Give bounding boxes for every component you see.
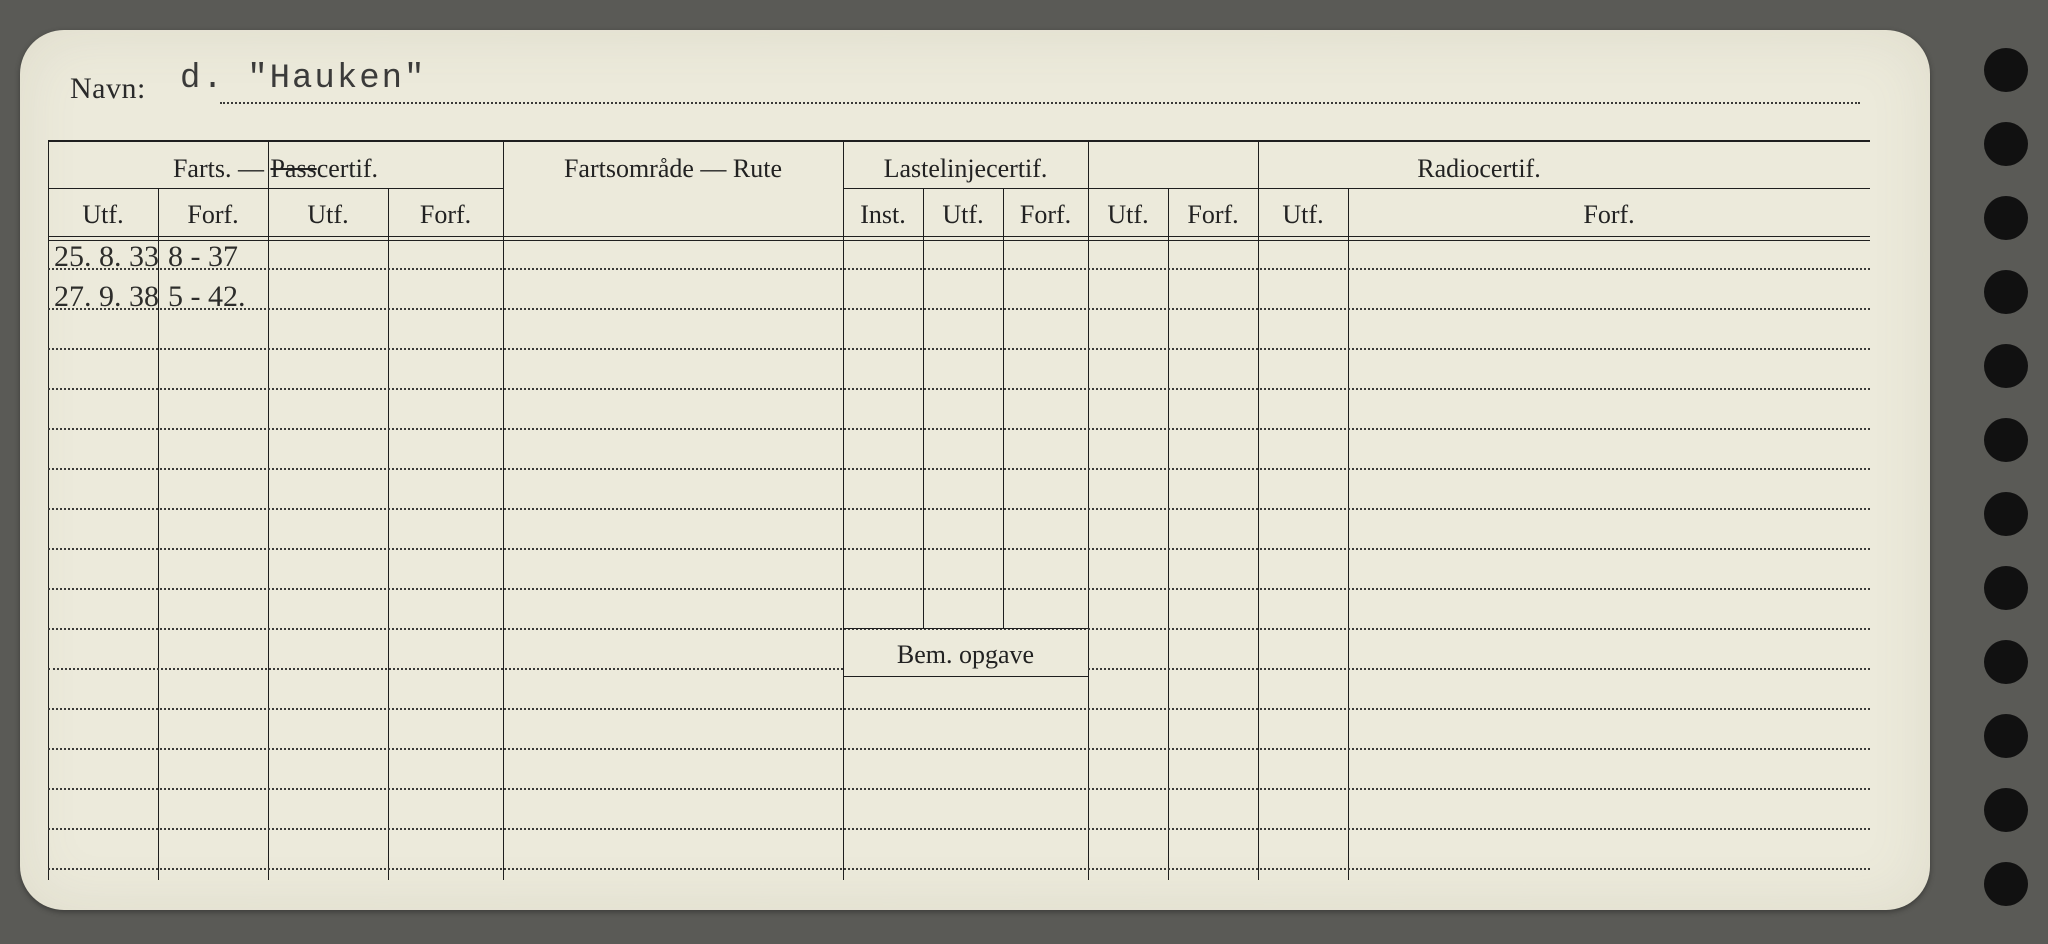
sub-radio-1: Forf. [1168,200,1258,230]
sub-laste-1: Utf. [923,200,1003,230]
vline [1088,140,1089,880]
dotted-row [48,588,1870,590]
vline [268,140,269,880]
dotted-row [48,468,1870,470]
header-farts: Farts. — Passcertif. [48,154,503,184]
dotted-row [48,748,1870,750]
sub-farts-0: Utf. [48,200,158,230]
dotted-row [48,788,1870,790]
vline [1258,140,1259,880]
laste-split-line2 [843,676,1088,677]
header-farts-struck: Pass [270,154,316,183]
vline [503,140,504,880]
entry-0-forf: 8 - 37 [168,240,238,274]
header-laste: Lastelinjecertif. [843,154,1088,184]
sub-laste-2: Forf. [1003,200,1088,230]
vline [48,140,49,880]
vline [843,140,844,880]
dotted-row [48,828,1870,830]
header-farts-dash: — [231,154,270,183]
laste-split-line [843,628,1088,629]
header-farts-left: Farts. [173,154,232,183]
header-fartsomrade: Fartsområde — Rute [503,154,843,184]
punch-hole [1984,418,2028,462]
entry-1-utf: 27. 9. 38 [54,280,159,314]
sub-farts-3: Forf. [388,200,503,230]
header-radio: Radiocertif. [1088,154,1870,184]
dotted-row [48,388,1870,390]
sub-radio-3: Forf. [1348,200,1870,230]
punch-hole [1984,196,2028,240]
vline [1348,188,1349,880]
hline [1088,188,1870,189]
dotted-row [48,668,843,670]
punch-hole [1984,492,2028,536]
dotted-row [48,268,1870,270]
bem-opgave-label: Bem. opgave [843,640,1088,670]
punch-hole [1984,788,2028,832]
vline [1168,188,1169,880]
double-rule [48,236,1870,237]
punch-hole [1984,344,2028,388]
hline [843,188,1088,189]
dotted-row [48,508,1870,510]
punch-hole [1984,862,2028,906]
punch-hole [1984,714,2028,758]
index-card: Navn: d. "Hauken" Farts. — Passcertif. [20,30,1930,910]
punch-hole [1984,640,2028,684]
sub-radio-2: Utf. [1258,200,1348,230]
sub-laste-0: Inst. [843,200,923,230]
entry-0-utf: 25. 8. 33 [54,240,159,274]
punch-hole [1984,48,2028,92]
dotted-row [48,868,1870,870]
punch-hole [1984,566,2028,610]
dotted-row [48,308,1870,310]
vline [388,188,389,880]
dotted-row [48,348,1870,350]
vline [923,188,924,628]
sub-radio-0: Utf. [1088,200,1168,230]
navn-underline [220,102,1860,104]
dotted-row [48,548,1870,550]
header-farts-right: certif. [317,154,378,183]
navn-row: Navn: d. "Hauken" [70,72,1860,106]
ledger-sheet: Farts. — Passcertif. Fartsområde — Rute … [48,140,1870,880]
dotted-row [1088,668,1870,670]
hline [48,188,503,189]
vline [1003,188,1004,628]
entry-1-forf: 5 - 42. [168,280,246,314]
punch-hole [1984,122,2028,166]
dotted-row [48,428,1870,430]
sub-farts-1: Forf. [158,200,268,230]
navn-value: d. "Hauken" [180,60,426,98]
punch-hole [1984,270,2028,314]
top-separator [48,140,1870,142]
navn-label: Navn: [70,72,146,105]
dotted-row [48,708,1870,710]
sub-farts-2: Utf. [268,200,388,230]
